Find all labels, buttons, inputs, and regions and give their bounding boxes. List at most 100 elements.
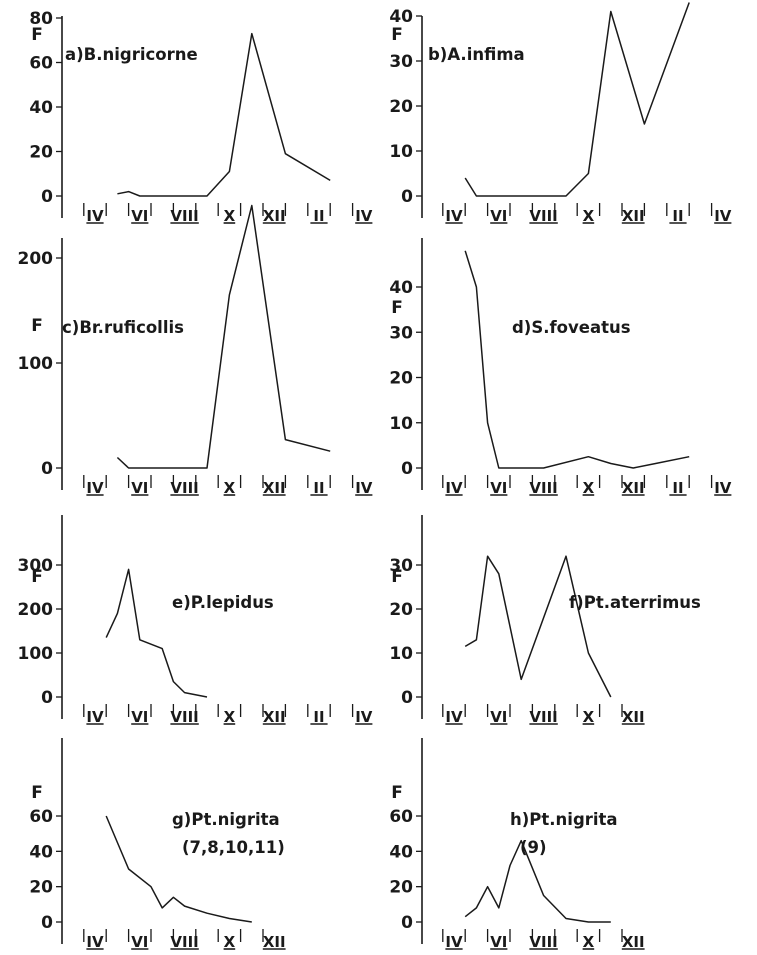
y-tick-label: 0 (401, 459, 413, 479)
series-line (464, 839, 611, 923)
y-tick-label: 200 (18, 600, 54, 620)
y-tick-label: 0 (41, 688, 53, 708)
y-axis-label: F (31, 316, 43, 336)
y-axis-label: F (391, 298, 403, 318)
x-tick-label: VI (131, 207, 148, 225)
x-tick-label: X (583, 933, 595, 951)
y-tick-label: 30 (389, 556, 413, 576)
x-tick-label: X (583, 479, 595, 497)
y-tick-label: 20 (29, 878, 53, 898)
y-tick-label: 0 (401, 187, 413, 207)
x-tick-label: IV (445, 933, 463, 951)
y-axis-label: F (391, 25, 403, 45)
y-tick-label: 200 (18, 249, 54, 269)
x-tick-label: II (672, 207, 683, 225)
panel-title: a)B.nigricorne (65, 45, 198, 64)
y-axis-label: F (391, 567, 403, 587)
series-line (105, 815, 252, 923)
y-tick-label: 10 (389, 414, 413, 434)
y-tick-label: 0 (41, 187, 53, 207)
y-tick-label: 60 (29, 54, 53, 74)
y-tick-label: 40 (389, 7, 413, 27)
series-line (117, 32, 331, 197)
x-tick-label: VIII (529, 207, 557, 225)
y-tick-label: 30 (389, 52, 413, 72)
y-tick-label: 40 (29, 842, 53, 862)
y-axis-label: F (31, 783, 43, 803)
panel-title: f)Pt.aterrimus (569, 593, 701, 612)
x-tick-label: VIII (170, 207, 198, 225)
y-tick-label: 10 (389, 644, 413, 664)
x-tick-label: VIII (529, 933, 557, 951)
y-tick-label: 300 (18, 556, 54, 576)
y-tick-label: 30 (389, 323, 413, 343)
x-tick-label: VI (490, 708, 507, 726)
x-tick-label: IV (86, 479, 104, 497)
x-tick-label: II (313, 479, 324, 497)
series-line (464, 555, 612, 698)
chart-panel-a: 0 20 40 60 80F IV VI VIII X XII II IV a)B.nigricorne (29, 9, 372, 225)
panel-title: h)Pt.nigrita (510, 810, 618, 829)
x-tick-label: IV (445, 708, 463, 726)
y-tick-label: 100 (18, 644, 54, 664)
x-tick-label: VIII (170, 933, 198, 951)
y-axis-label: F (31, 25, 43, 45)
panel-title: c)Br.ruficollis (62, 318, 184, 337)
x-tick-label: IV (714, 207, 732, 225)
x-tick-label: VI (131, 933, 148, 951)
x-tick-label: IV (355, 479, 373, 497)
panel-title: d)S.foveatus (512, 318, 631, 337)
series-line (105, 568, 208, 698)
chart-panel-b: 0 10 20 30 40F IV VI VIII X XII II IV b)A.infima (389, 2, 732, 225)
x-tick-label: VI (490, 933, 507, 951)
x-tick-label: VIII (529, 479, 557, 497)
x-tick-label: VI (131, 479, 148, 497)
y-tick-label: 0 (41, 913, 53, 933)
x-tick-label: X (224, 933, 236, 951)
x-tick-label: VI (490, 479, 507, 497)
x-tick-label: X (583, 708, 595, 726)
x-tick-label: XII (622, 479, 645, 497)
x-tick-label: IV (355, 708, 373, 726)
x-tick-label: IV (86, 708, 104, 726)
x-tick-label: X (224, 479, 236, 497)
x-tick-label: VI (490, 207, 507, 225)
x-tick-label: XII (622, 933, 645, 951)
panel-subtitle: (7,8,10,11) (182, 838, 285, 857)
y-tick-label: 60 (29, 807, 53, 827)
y-tick-label: 20 (389, 600, 413, 620)
y-tick-label: 0 (41, 459, 53, 479)
y-tick-label: 40 (389, 842, 413, 862)
panel-title: e)P.lepidus (172, 593, 274, 612)
x-tick-label: IV (86, 933, 104, 951)
x-tick-label: II (313, 708, 324, 726)
y-tick-label: 80 (29, 9, 53, 29)
x-tick-label: X (224, 207, 236, 225)
y-tick-label: 100 (18, 354, 54, 374)
x-tick-label: XII (622, 207, 645, 225)
x-tick-label: VIII (170, 479, 198, 497)
x-tick-label: VIII (170, 708, 198, 726)
y-tick-label: 20 (389, 369, 413, 389)
x-tick-label: IV (445, 207, 463, 225)
series-line (464, 250, 690, 469)
y-tick-label: 40 (29, 98, 53, 118)
x-tick-label: IV (355, 207, 373, 225)
x-tick-label: VI (131, 708, 148, 726)
x-tick-label: II (313, 207, 324, 225)
panel-title: b)A.infima (428, 45, 525, 64)
x-tick-label: XII (622, 708, 645, 726)
y-axis-label: F (31, 567, 43, 587)
chart-panel-d: 0 10 20 30 40F IV VI VIII X XII II IV d)S.foveatus (389, 238, 732, 497)
y-tick-label: 0 (401, 913, 413, 933)
x-tick-label: X (583, 207, 595, 225)
x-tick-label: XII (263, 479, 286, 497)
y-tick-label: 60 (389, 807, 413, 827)
y-tick-label: 20 (29, 143, 53, 163)
chart-panel-f: 0 10 20 30F IV VI VIII X XII f)Pt.aterrimus (389, 515, 701, 726)
x-tick-label: XII (263, 207, 286, 225)
series-line (464, 2, 690, 197)
